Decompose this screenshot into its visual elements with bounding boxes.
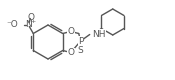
Text: +: + <box>31 19 36 24</box>
Text: O: O <box>28 12 35 22</box>
Text: O: O <box>67 48 74 57</box>
Text: S: S <box>78 46 84 55</box>
Text: N: N <box>25 20 32 28</box>
Text: O: O <box>67 27 74 36</box>
Text: ⁻O: ⁻O <box>6 20 18 29</box>
Text: P: P <box>78 36 83 46</box>
Text: NH: NH <box>92 30 105 38</box>
